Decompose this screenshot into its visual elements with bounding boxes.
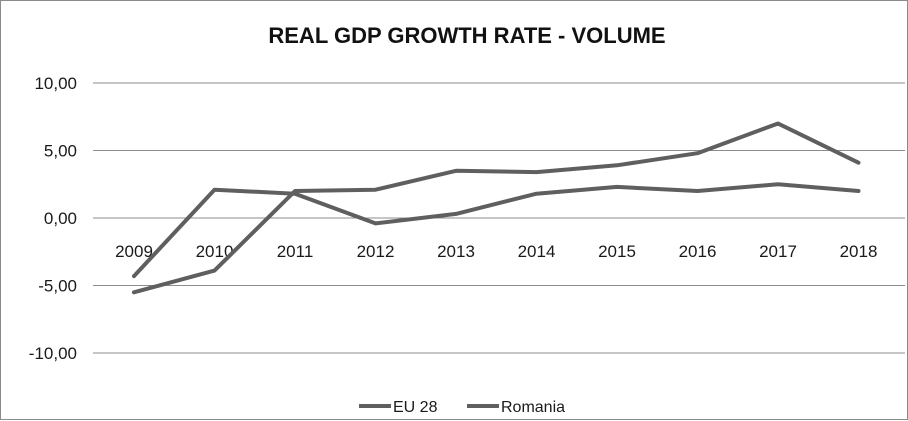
x-tick-label: 2015 (598, 242, 636, 261)
y-tick-label: -5,00 (38, 277, 77, 296)
legend-label: EU 28 (393, 399, 438, 416)
y-tick-label: -10,00 (29, 344, 77, 363)
gridlines (93, 83, 905, 353)
series-line-romania (134, 124, 859, 293)
y-tick-label: 5,00 (44, 142, 77, 161)
y-axis-ticks: 10,00 5,00 0,00 -5,00 -10,00 (29, 74, 77, 363)
series-lines (134, 123, 859, 292)
legend-label: Romania (501, 399, 565, 416)
chart-title: REAL GDP GROWTH RATE - VOLUME (268, 23, 665, 48)
series-line-eu28 (134, 184, 859, 276)
y-tick-label: 0,00 (44, 209, 77, 228)
y-tick-label: 10,00 (34, 74, 77, 93)
x-tick-label: 2016 (679, 242, 717, 261)
x-tick-label: 2017 (759, 242, 797, 261)
legend: EU 28 Romania (359, 399, 565, 416)
x-tick-label: 2018 (840, 242, 878, 261)
x-tick-label: 2014 (518, 242, 556, 261)
x-tick-label: 2011 (277, 242, 314, 261)
x-tick-label: 2009 (115, 242, 153, 261)
x-tick-label: 2012 (357, 242, 395, 261)
x-tick-label: 2013 (437, 242, 475, 261)
